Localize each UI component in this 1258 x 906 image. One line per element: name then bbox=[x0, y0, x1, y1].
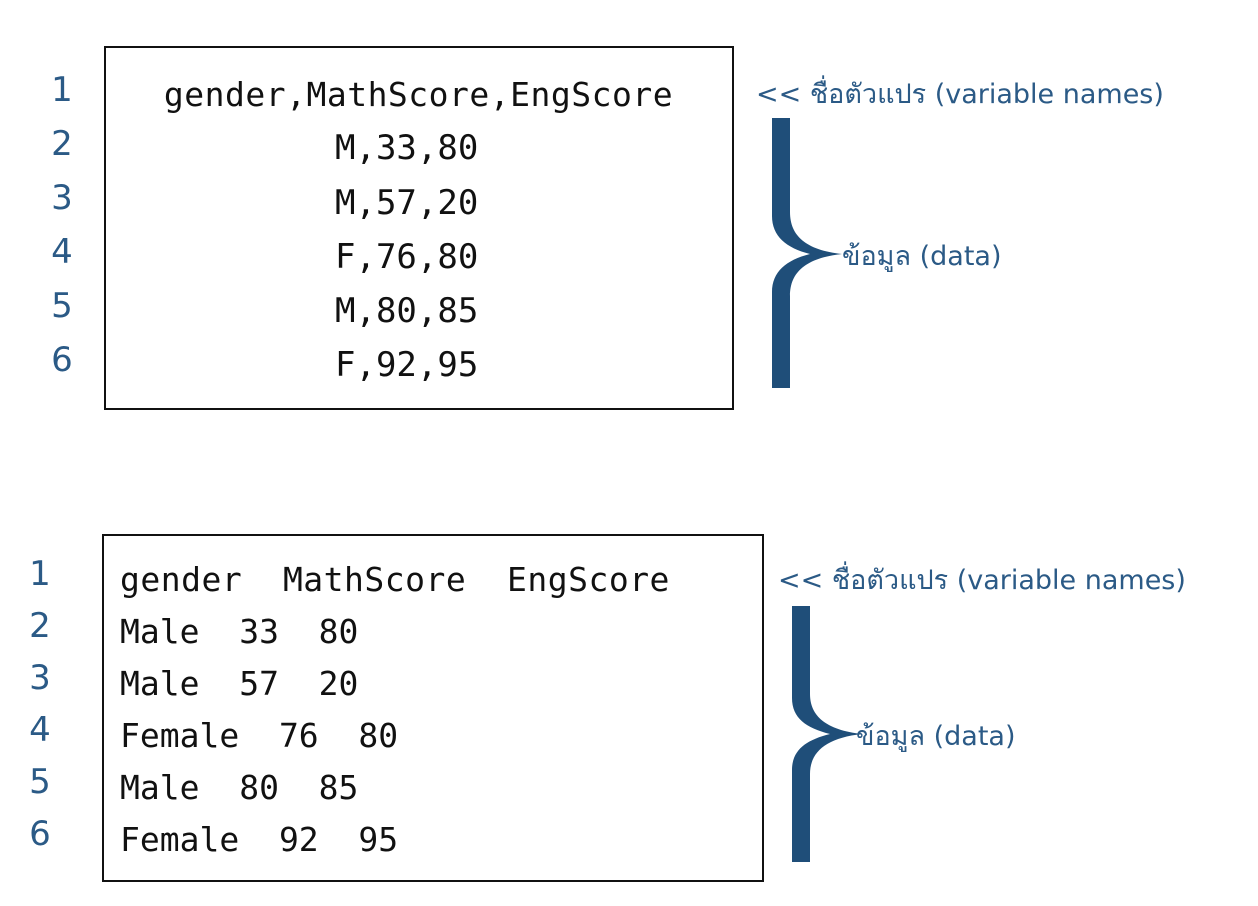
data-line: Male 80 85 bbox=[120, 768, 359, 807]
line-number: 6 bbox=[51, 340, 73, 380]
data-line: M,33,80 bbox=[335, 128, 479, 168]
line-number: 5 bbox=[51, 286, 73, 326]
line-number: 3 bbox=[51, 178, 73, 218]
line-number: 1 bbox=[51, 70, 73, 110]
data-line: Female 76 80 bbox=[120, 716, 399, 755]
line-number: 2 bbox=[51, 124, 73, 164]
data-brace-icon bbox=[792, 606, 862, 862]
data-line: Male 57 20 bbox=[120, 664, 359, 703]
line-number: 6 bbox=[29, 814, 51, 854]
data-line: Male 33 80 bbox=[120, 612, 359, 651]
data-annotation: ข้อมูล (data) bbox=[856, 721, 1016, 752]
variable-names-annotation: << ชื่อตัวแปร (variable names) bbox=[756, 79, 1164, 110]
header-line: gender,MathScore,EngScore bbox=[163, 75, 674, 114]
data-line: Female 92 95 bbox=[120, 820, 399, 859]
line-number: 5 bbox=[29, 762, 51, 802]
variable-names-annotation: << ชื่อตัวแปร (variable names) bbox=[778, 565, 1186, 596]
header-line: gender MathScore EngScore bbox=[120, 560, 670, 599]
line-number: 4 bbox=[29, 710, 51, 750]
line-number: 4 bbox=[51, 232, 73, 272]
data-annotation: ข้อมูล (data) bbox=[842, 241, 1002, 272]
line-number: 1 bbox=[29, 554, 51, 594]
csv-example-panel: 1 2 3 4 5 6 gender,MathScore,EngScore M,… bbox=[0, 0, 1258, 440]
line-number: 2 bbox=[29, 606, 51, 646]
data-brace-icon bbox=[772, 118, 842, 388]
space-separated-example-panel: 1 2 3 4 5 6 gender MathScore EngScore Ma… bbox=[0, 490, 1258, 906]
csv-text-box: gender,MathScore,EngScore M,33,80 M,57,2… bbox=[104, 46, 734, 410]
data-line: F,92,95 bbox=[335, 345, 479, 385]
line-number: 3 bbox=[29, 658, 51, 698]
space-text-box: gender MathScore EngScore Male 33 80 Mal… bbox=[102, 534, 764, 882]
data-line: M,80,85 bbox=[335, 291, 479, 331]
data-line: F,76,80 bbox=[335, 237, 479, 277]
data-line: M,57,20 bbox=[335, 183, 479, 223]
